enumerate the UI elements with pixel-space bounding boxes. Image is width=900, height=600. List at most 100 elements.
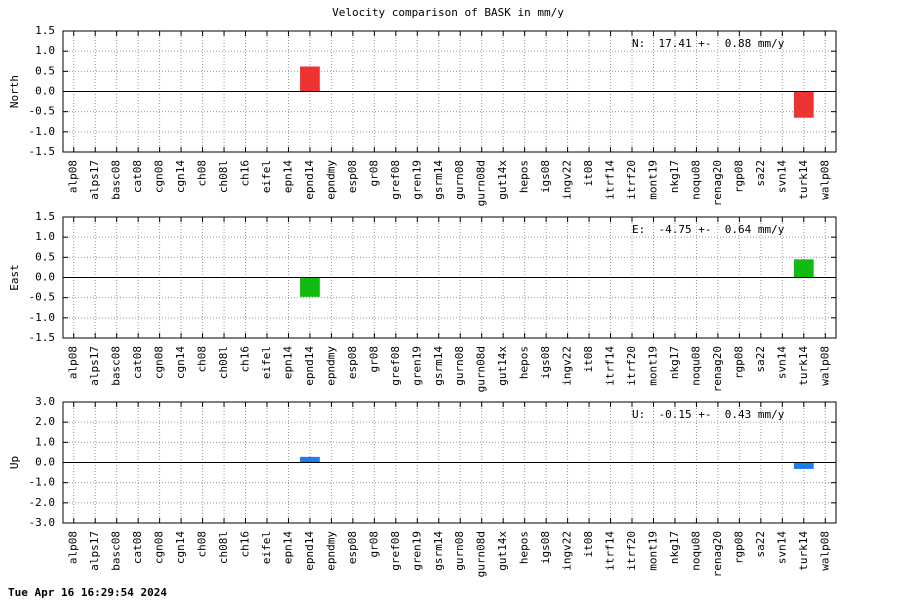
x-tick-label: alps17 <box>88 346 101 386</box>
x-tick-label: renag20 <box>711 531 724 577</box>
x-tick-label: cat08 <box>131 160 144 193</box>
x-tick-label: epndmy <box>324 531 337 571</box>
x-tick-label: gurn08d <box>475 346 488 392</box>
x-tick-label: gut14x <box>496 531 509 571</box>
x-tick-label: gurn08d <box>475 160 488 206</box>
x-tick-label: eifel <box>260 346 273 379</box>
x-tick-label: gren19 <box>410 531 423 571</box>
plot-frame <box>62 30 837 153</box>
y-tick-label: 1.5 <box>35 210 55 223</box>
x-tick-label: renag20 <box>711 160 724 206</box>
x-tick-label: ch16 <box>239 160 252 187</box>
x-tick-label: noqu08 <box>689 346 702 386</box>
x-tick-label: igs08 <box>539 531 552 564</box>
y-tick-label: 1.0 <box>35 435 55 448</box>
x-tick-label: ch08l <box>217 531 230 564</box>
x-tick-label: svn14 <box>775 531 788 564</box>
y-tick-label: -3.0 <box>29 516 56 529</box>
x-tick-label: gsrm14 <box>432 160 445 200</box>
x-tick-label: igs08 <box>539 346 552 379</box>
y-tick-label: 0.0 <box>35 271 55 284</box>
x-tick-label: itrf14 <box>604 160 617 200</box>
x-tick-label: basc08 <box>110 346 123 386</box>
y-tick-label: -1.0 <box>29 311 56 324</box>
x-tick-label: ch08l <box>217 346 230 379</box>
x-tick-label: walp08 <box>818 346 831 386</box>
x-tick-label: epn14 <box>281 160 294 193</box>
x-tick-label: gr08 <box>367 531 380 558</box>
x-tick-label: mont19 <box>646 531 659 571</box>
y-tick-label: 0.5 <box>35 64 55 77</box>
x-tick-label: epndmy <box>324 160 337 200</box>
x-tick-label: cgn14 <box>174 346 187 379</box>
y-tick-label: 1.0 <box>35 230 55 243</box>
x-tick-label: hepos <box>518 346 531 379</box>
x-tick-label: cat08 <box>131 346 144 379</box>
x-tick-label: cgn14 <box>174 160 187 193</box>
y-tick-label: -0.5 <box>29 105 56 118</box>
y-tick-label: -1.0 <box>29 476 56 489</box>
x-tick-label: ch16 <box>239 531 252 558</box>
x-tick-label: turk14 <box>797 346 810 386</box>
plot-frame <box>62 216 837 339</box>
y-tick-label: -1.0 <box>29 125 56 138</box>
x-tick-label: gren19 <box>410 160 423 200</box>
x-tick-label: ingv22 <box>561 346 574 386</box>
x-tick-label: turk14 <box>797 160 810 200</box>
x-tick-label: esp08 <box>346 346 359 379</box>
x-tick-label: alp08 <box>67 346 80 379</box>
x-tick-label: sa22 <box>754 346 767 373</box>
x-tick-label: sa22 <box>754 531 767 558</box>
x-tick-label: gref08 <box>389 531 402 571</box>
plot-frame <box>62 401 837 524</box>
x-tick-label: epn14 <box>281 531 294 564</box>
timestamp: Tue Apr 16 16:29:54 2024 <box>8 586 167 599</box>
x-tick-label: alp08 <box>67 160 80 193</box>
x-tick-label: epnd14 <box>303 531 316 571</box>
x-tick-label: gurn08 <box>453 531 466 571</box>
y-tick-label: 1.5 <box>35 24 55 37</box>
x-tick-label: cgn08 <box>153 346 166 379</box>
x-tick-label: gurn08 <box>453 346 466 386</box>
y-tick-label: -1.5 <box>29 331 56 344</box>
y-axis-label: East <box>8 264 21 291</box>
x-tick-label: ch16 <box>239 346 252 373</box>
y-tick-label: 2.0 <box>35 415 55 428</box>
x-tick-label: mont19 <box>646 160 659 200</box>
x-tick-label: epnd14 <box>303 346 316 386</box>
x-tick-label: gut14x <box>496 160 509 200</box>
x-tick-label: eifel <box>260 531 273 564</box>
x-tick-label: epnd14 <box>303 160 316 200</box>
bar <box>300 277 320 297</box>
x-tick-label: igs08 <box>539 160 552 193</box>
x-tick-label: esp08 <box>346 160 359 193</box>
y-tick-label: 3.0 <box>35 395 55 408</box>
bar <box>300 456 320 463</box>
y-tick-label: 0.0 <box>35 456 55 469</box>
x-tick-label: cat08 <box>131 531 144 564</box>
x-tick-label: epn14 <box>281 346 294 379</box>
x-tick-label: gref08 <box>389 160 402 200</box>
y-axis-label: Up <box>8 456 21 469</box>
annotation: N: 17.41 +- 0.88 mm/y <box>632 37 785 50</box>
x-tick-label: gr08 <box>367 160 380 187</box>
x-tick-label: it08 <box>582 346 595 373</box>
x-tick-label: gurn08d <box>475 531 488 577</box>
bar <box>300 66 320 92</box>
x-tick-label: noqu08 <box>689 531 702 571</box>
x-tick-label: walp08 <box>818 531 831 571</box>
x-tick-label: eifel <box>260 160 273 193</box>
x-tick-label: ch08 <box>196 346 209 373</box>
x-tick-label: basc08 <box>110 531 123 571</box>
x-tick-label: gsrm14 <box>432 531 445 571</box>
x-tick-label: ch08l <box>217 160 230 193</box>
annotation: U: -0.15 +- 0.43 mm/y <box>632 408 785 421</box>
x-tick-label: gut14x <box>496 346 509 386</box>
y-tick-label: -2.0 <box>29 496 56 509</box>
x-tick-label: itrf20 <box>625 160 638 200</box>
x-tick-label: hepos <box>518 531 531 564</box>
x-tick-label: itrf20 <box>625 531 638 571</box>
x-tick-label: gref08 <box>389 346 402 386</box>
x-tick-label: sa22 <box>754 160 767 187</box>
